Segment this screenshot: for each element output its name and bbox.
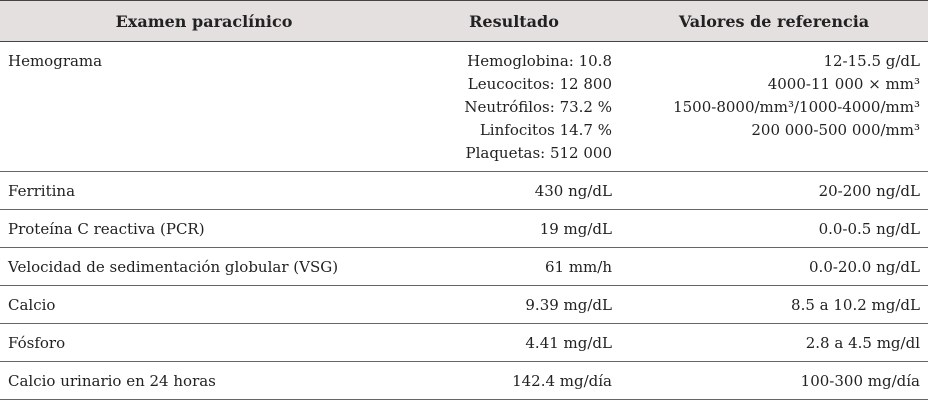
reference-line: 0.0-0.5 ng/dL <box>818 220 920 238</box>
reference-line: 0.0-20.0 ng/dL <box>809 258 920 276</box>
reference-line: 1500-8000/mm³/1000-4000/mm³ <box>673 98 920 116</box>
exam-cell: Calcio urinario en 24 horas <box>0 361 408 400</box>
reference-cell: 20-200 ng/dL <box>620 171 928 210</box>
reference-cell: 100-300 mg/día <box>620 361 928 400</box>
table-row: Hemograma Hemoglobina: 10.8 Leucocitos: 12… <box>0 41 928 172</box>
exam-cell: Calcio <box>0 285 408 324</box>
reference-cell: 12-15.5 g/dL 4000-11 000 × mm³ 1500-8000/m… <box>620 41 928 172</box>
reference-line: 20-200 ng/dL <box>818 182 920 200</box>
table-body: Hemograma Hemoglobina: 10.8 Leucocitos: 12… <box>0 41 928 400</box>
table-row: Fósforo 4.41 mg/dL 2.8 a 4.5 mg/dl <box>0 323 928 362</box>
result-cell: 61 mm/h <box>408 247 620 286</box>
reference-line: 4000-11 000 × mm³ <box>767 75 920 93</box>
result-cell: 19 mg/dL <box>408 209 620 248</box>
result-cell: 142.4 mg/día <box>408 361 620 400</box>
result-line: Leucocitos: 12 800 <box>467 75 612 93</box>
header-row: Examen paraclínico Resultado Valores de … <box>0 0 928 42</box>
table-row: Calcio 9.39 mg/dL 8.5 a 10.2 mg/dL <box>0 285 928 324</box>
result-line: 61 mm/h <box>544 258 612 276</box>
reference-cell: 2.8 a 4.5 mg/dl <box>620 323 928 362</box>
exam-cell: Fósforo <box>0 323 408 362</box>
reference-line: 100-300 mg/día <box>800 372 920 390</box>
reference-cell: 8.5 a 10.2 mg/dL <box>620 285 928 324</box>
table-row: Proteína C reactiva (PCR) 19 mg/dL 0.0-0.5… <box>0 209 928 248</box>
header-cell: Valores de referencia <box>620 0 928 42</box>
table-row: Velocidad de sedimentación globular (VSG… <box>0 247 928 286</box>
reference-line: 200 000-500 000/mm³ <box>751 121 920 139</box>
exam-cell: Velocidad de sedimentación globular (VSG… <box>0 247 408 286</box>
result-cell: 9.39 mg/dL <box>408 285 620 324</box>
exam-cell: Hemograma <box>0 41 408 172</box>
reference-line: 12-15.5 g/dL <box>823 52 920 70</box>
result-line: Neutrófilos: 73.2 % <box>464 98 612 116</box>
result-line: Plaquetas: 512 000 <box>465 144 613 162</box>
exam-cell: Ferritina <box>0 171 408 210</box>
result-line: 19 mg/dL <box>539 220 612 238</box>
result-line: 9.39 mg/dL <box>525 296 612 314</box>
exam-cell: Proteína C reactiva (PCR) <box>0 209 408 248</box>
result-cell: 430 ng/dL <box>408 171 620 210</box>
table-row: Ferritina 430 ng/dL 20-200 ng/dL <box>0 171 928 210</box>
header-cell: Resultado <box>408 0 620 42</box>
result-line: Linfocitos 14.7 % <box>479 121 612 139</box>
result-line: 142.4 mg/día <box>512 372 612 390</box>
result-line: Hemoglobina: 10.8 <box>467 52 612 70</box>
header-cell: Examen paraclínico <box>0 0 408 42</box>
result-line: 4.41 mg/dL <box>525 334 612 352</box>
result-cell: Hemoglobina: 10.8 Leucocitos: 12 800 Neutr… <box>408 41 620 172</box>
table-row: Calcio urinario en 24 horas 142.4 mg/día 1… <box>0 361 928 400</box>
result-cell: 4.41 mg/dL <box>408 323 620 362</box>
result-line: 430 ng/dL <box>534 182 612 200</box>
reference-cell: 0.0-0.5 ng/dL <box>620 209 928 248</box>
reference-cell: 0.0-20.0 ng/dL <box>620 247 928 286</box>
reference-line: 8.5 a 10.2 mg/dL <box>791 296 920 314</box>
reference-line: 2.8 a 4.5 mg/dl <box>805 334 920 352</box>
